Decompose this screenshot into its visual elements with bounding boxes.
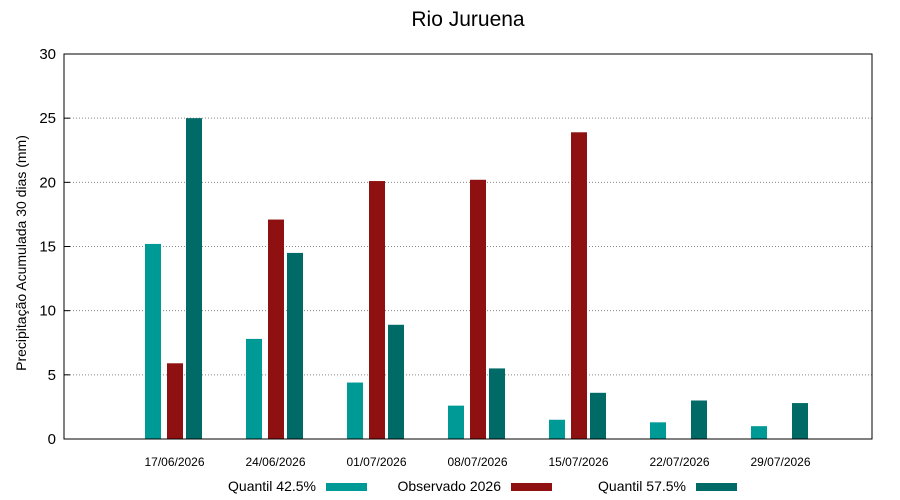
chart-title: Rio Juruena xyxy=(411,8,525,31)
x-tick-label: 15/07/2026 xyxy=(548,455,608,469)
legend-label: Quantil 57.5% xyxy=(598,478,686,494)
x-tick-label: 24/06/2026 xyxy=(245,455,305,469)
plot-frame xyxy=(63,53,873,440)
y-axis-label: Precipitação Acumulada 30 dias (mm) xyxy=(13,135,29,371)
x-tick-label: 01/07/2026 xyxy=(346,455,406,469)
legend-swatch xyxy=(326,483,367,491)
legend-swatch xyxy=(696,483,737,491)
bars xyxy=(145,118,808,440)
y-tick-label: 15 xyxy=(39,239,56,256)
bar-observado-2026-1 xyxy=(268,219,284,439)
bar-observado-2026-3 xyxy=(470,179,486,439)
bar-observado-2026-0 xyxy=(167,363,183,439)
bar-quantil-57-5--2 xyxy=(388,324,404,439)
bar-observado-2026-2 xyxy=(369,181,385,440)
x-tick-label: 17/06/2026 xyxy=(144,455,204,469)
bar-observado-2026-4 xyxy=(571,132,587,440)
gridlines xyxy=(64,117,872,376)
bar-quantil-42-5--5 xyxy=(650,422,666,439)
x-tick-label: 08/07/2026 xyxy=(447,455,507,469)
bar-quantil-57-5--1 xyxy=(287,252,303,439)
bar-quantil-57-5--4 xyxy=(590,392,606,439)
bar-quantil-57-5--3 xyxy=(489,368,505,439)
bar-quantil-42-5--0 xyxy=(145,243,161,439)
bar-quantil-42-5--1 xyxy=(246,338,262,439)
bar-quantil-57-5--6 xyxy=(792,403,808,439)
bar-quantil-57-5--5 xyxy=(691,400,707,439)
legend-label: Quantil 42.5% xyxy=(228,478,316,494)
y-tick-label: 25 xyxy=(39,110,56,127)
legend-label: Observado 2026 xyxy=(397,478,501,494)
x-tick-label: 29/07/2026 xyxy=(750,455,810,469)
legend: Quantil 42.5% Observado 2026 Quantil 57.5% xyxy=(228,478,737,494)
y-tick-label: 10 xyxy=(39,303,56,320)
legend-swatch xyxy=(511,483,552,491)
bar-quantil-42-5--3 xyxy=(448,405,464,439)
bar-quantil-42-5--6 xyxy=(751,426,767,439)
y-tick-label: 5 xyxy=(48,367,56,384)
x-tick-label: 22/07/2026 xyxy=(649,455,709,469)
y-tick-label: 30 xyxy=(39,46,56,63)
bar-quantil-42-5--2 xyxy=(347,382,363,439)
y-tick-label: 0 xyxy=(48,431,56,448)
bar-quantil-42-5--4 xyxy=(549,419,565,439)
x-axis-ticks: 17/06/2026 24/06/2026 01/07/2026 08/07/2026… xyxy=(144,455,810,469)
bar-quantil-57-5--0 xyxy=(186,118,202,440)
y-axis-ticks: 0 5 10 15 20 25 30 xyxy=(39,46,70,448)
y-tick-label: 20 xyxy=(39,174,56,191)
